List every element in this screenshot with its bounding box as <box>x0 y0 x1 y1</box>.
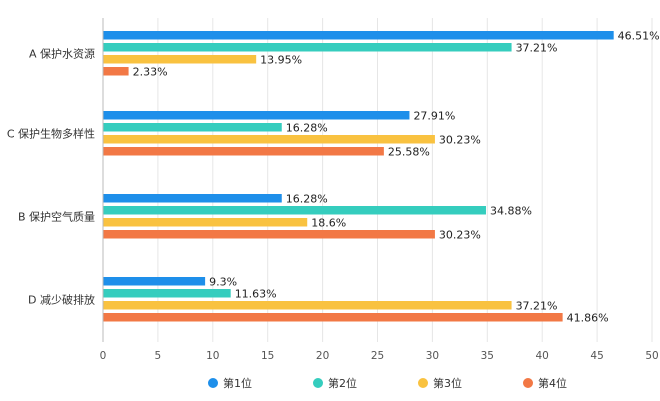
x-tick-label: 15 <box>261 350 274 362</box>
bar <box>103 43 512 52</box>
value-label: 11.63% <box>235 287 277 300</box>
value-label: 13.95% <box>260 53 302 66</box>
value-label: 30.23% <box>439 133 481 146</box>
value-label: 37.21% <box>516 41 558 54</box>
legend-item[interactable]: 第4位 <box>523 376 567 390</box>
value-labels: 46.51% 37.21% 13.95% 2.33% 27.91% 16.28% 30.23… <box>133 29 660 324</box>
grid <box>102 18 653 342</box>
legend-marker <box>313 378 323 388</box>
legend-item[interactable]: 第1位 <box>208 376 252 390</box>
x-tick-label: 10 <box>206 350 219 362</box>
value-label: 16.28% <box>286 121 328 134</box>
legend-item[interactable]: 第2位 <box>313 376 357 390</box>
bar <box>103 67 129 76</box>
bar <box>103 147 384 156</box>
x-tick-label: 40 <box>536 350 549 362</box>
category-label: D 减少破排放 <box>28 292 95 306</box>
bar <box>103 313 563 322</box>
category-label: C 保护生物多样性 <box>7 126 95 140</box>
legend-item[interactable]: 第3位 <box>418 376 462 390</box>
bar <box>103 55 257 64</box>
x-tick-label: 25 <box>371 350 384 362</box>
legend-label: 第1位 <box>223 376 252 390</box>
value-label: 46.51% <box>618 29 660 42</box>
bar <box>103 111 410 120</box>
value-label: 9.3% <box>209 275 237 288</box>
x-tick-label: 50 <box>645 350 658 362</box>
x-tick-label: 45 <box>590 350 603 362</box>
x-tick-label: 30 <box>426 350 439 362</box>
category-label: B 保护空气质量 <box>18 209 95 223</box>
legend-label: 第3位 <box>433 376 462 390</box>
value-label: 27.91% <box>413 109 455 122</box>
value-label: 30.23% <box>439 228 481 241</box>
bar <box>103 31 614 40</box>
legend-marker <box>523 378 533 388</box>
category-label: A 保护水资源 <box>29 46 95 60</box>
value-label: 37.21% <box>516 299 558 312</box>
x-tick-label: 0 <box>100 350 107 362</box>
bar <box>103 123 282 132</box>
value-label: 16.28% <box>286 192 328 205</box>
bar <box>103 230 435 239</box>
legend: 第1位 第2位 第3位 第4位 <box>208 376 567 390</box>
bar <box>103 277 206 286</box>
legend-label: 第2位 <box>328 376 357 390</box>
value-label: 41.86% <box>567 311 609 324</box>
bar <box>103 218 308 227</box>
x-tick-label: 35 <box>481 350 494 362</box>
x-tick-label: 5 <box>155 350 162 362</box>
bar <box>103 194 282 203</box>
bar <box>103 289 231 298</box>
value-label: 2.33% <box>133 65 168 78</box>
x-tick-label: 20 <box>316 350 329 362</box>
bars <box>103 31 614 322</box>
legend-marker <box>418 378 428 388</box>
legend-marker <box>208 378 218 388</box>
bar <box>103 135 435 144</box>
bar <box>103 301 512 310</box>
legend-label: 第4位 <box>538 376 567 390</box>
category-labels: A 保护水资源 C 保护生物多样性 B 保护空气质量 D 减少破排放 <box>7 46 95 306</box>
value-label: 25.58% <box>388 145 430 158</box>
value-label: 34.88% <box>490 204 532 217</box>
x-axis: 0 5 10 15 20 25 30 35 40 45 50 <box>100 18 659 362</box>
value-label: 18.6% <box>311 216 346 229</box>
bar <box>103 206 486 215</box>
